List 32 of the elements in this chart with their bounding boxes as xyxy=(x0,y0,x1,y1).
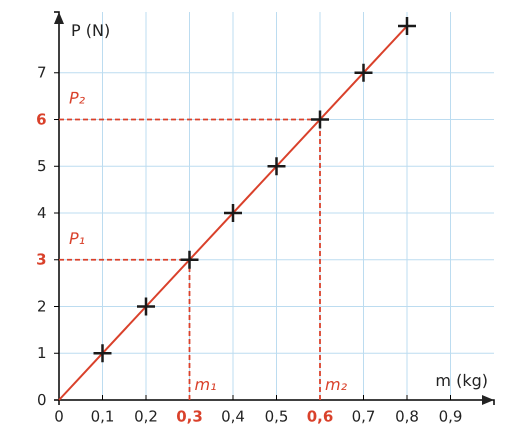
ref-line-label: P₁ xyxy=(69,228,86,248)
y-tick-label: 3 xyxy=(36,250,46,269)
x-axis-title: m (kg) xyxy=(435,371,488,390)
x-tick-label: 0,1 xyxy=(90,408,114,426)
y-tick-label: 1 xyxy=(36,344,46,362)
point xyxy=(222,202,244,224)
ref-line-label: P₂ xyxy=(69,88,86,108)
point xyxy=(310,109,330,130)
point xyxy=(179,250,200,270)
y-tick-label: 0 xyxy=(36,390,46,409)
point xyxy=(266,156,287,177)
point xyxy=(353,62,374,84)
x-tick-label: 0,8 xyxy=(395,408,419,426)
x-tick-label: 0,2 xyxy=(134,408,158,426)
x-tick-label: 0,5 xyxy=(264,408,288,426)
y-tick-label: 6 xyxy=(36,110,46,128)
x-tick-label: 0,9 xyxy=(438,408,462,426)
x-tick-label: 0,6 xyxy=(306,408,334,426)
point xyxy=(396,16,418,36)
y-axis-title: P (N) xyxy=(71,21,110,40)
y-tick-label: 5 xyxy=(36,157,46,176)
x-tick-label: 0 xyxy=(54,408,64,426)
point xyxy=(92,343,113,364)
y-tick-label: 7 xyxy=(36,64,46,82)
x-tick-label: 0,3 xyxy=(176,408,203,426)
y-tick-label: 2 xyxy=(36,297,46,316)
ref-line-label: m₂ xyxy=(325,375,348,394)
point xyxy=(136,296,156,317)
x-tick-label: 0,4 xyxy=(221,408,245,426)
ref-line-label: m₁ xyxy=(194,375,216,394)
y-tick-label: 4 xyxy=(36,204,46,222)
x-tick-label: 0,7 xyxy=(352,408,376,426)
